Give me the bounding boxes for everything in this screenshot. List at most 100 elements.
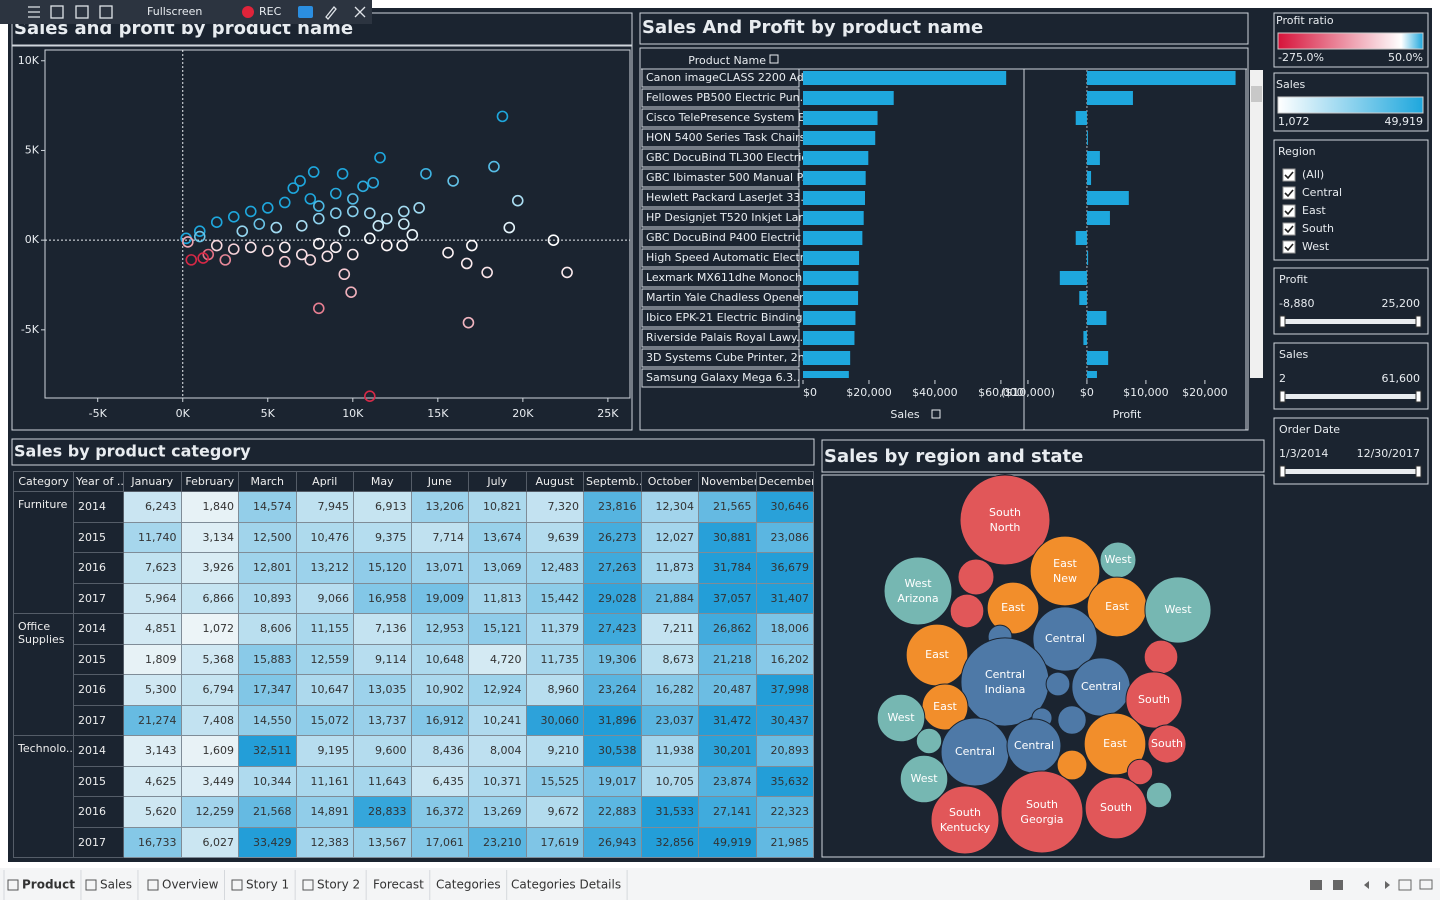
tab[interactable]: Product: [22, 878, 75, 892]
value-cell: 16,912: [410, 704, 469, 736]
scrollbar[interactable]: [1250, 70, 1263, 378]
x-tick-label: $40,000: [912, 386, 958, 399]
nav-icon[interactable]: [1419, 879, 1433, 890]
scatter-point: [496, 110, 509, 123]
nav-icon[interactable]: [1398, 879, 1412, 891]
row-label: High Speed Automatic Electr..: [646, 251, 810, 264]
checkbox[interactable]: [1282, 204, 1296, 218]
tabs: Product Sales Overview Story 1 Story 2 Foreca…: [3, 870, 628, 900]
value-cell: 5,368: [180, 643, 239, 675]
value-cell: 8,960: [525, 674, 584, 706]
bubble-label: West: [904, 577, 932, 590]
profit-bar: [1075, 111, 1087, 125]
filter-card: [1273, 417, 1429, 485]
filter-title: Region: [1278, 145, 1316, 158]
value-cell: 14,891: [295, 796, 354, 828]
table-row: 2015 4,625 3,449 10,344 11,161 11,643 6,435 10,…: [14, 765, 814, 797]
nav-icon[interactable]: [1310, 880, 1322, 890]
fullscreen-button[interactable]: Fullscreen: [147, 5, 202, 18]
tab[interactable]: Sales: [100, 878, 132, 892]
tab[interactable]: Story 1: [246, 878, 289, 892]
row-label-box: [641, 68, 800, 88]
value-cell: 10,371: [468, 765, 527, 797]
column-header: May: [353, 471, 412, 492]
bubble: [1000, 770, 1084, 854]
column-header: July: [468, 471, 527, 492]
scatter-point: [307, 166, 320, 178]
slider-handle[interactable]: [1279, 465, 1286, 478]
value-cell: 19,009: [410, 582, 469, 614]
bubble: [959, 474, 1051, 566]
value-cell: 13,269: [468, 796, 527, 828]
range-max: 25,200: [1382, 297, 1421, 310]
slider-handle[interactable]: [1415, 315, 1422, 328]
zoom-icon[interactable]: [75, 5, 89, 19]
close-icon[interactable]: [354, 6, 366, 18]
range-min: -8,880: [1279, 297, 1314, 310]
column-header: December: [755, 471, 814, 492]
sales-bar: [803, 271, 859, 285]
slider-handle[interactable]: [1279, 315, 1286, 328]
value-cell: 7,623: [123, 552, 182, 584]
value-cell: 9,639: [525, 521, 584, 553]
tab[interactable]: Categories: [436, 878, 501, 892]
slider-track: [1282, 319, 1420, 324]
scatter-point: [406, 228, 419, 241]
tab[interactable]: Overview: [162, 878, 219, 892]
column-header: November: [698, 471, 757, 492]
checkbox[interactable]: [1282, 168, 1296, 182]
nav-icon[interactable]: [1364, 881, 1369, 889]
bubble-label: South: [1138, 693, 1170, 706]
row-label: Riverside Palais Royal Lawy..: [646, 331, 803, 344]
profit-bar: [1086, 71, 1236, 85]
axis-title: Profit: [1113, 408, 1142, 421]
value-cell: 26,273: [583, 521, 642, 553]
select-icon[interactable]: [99, 5, 113, 19]
bubble-label: West: [887, 711, 915, 724]
bubble: [883, 556, 953, 626]
scatter-point: [304, 254, 317, 266]
fit-icon[interactable]: [50, 5, 64, 19]
tab[interactable]: Categories Details: [511, 878, 621, 892]
column-header: Category: [13, 471, 74, 492]
bubble: [986, 581, 1040, 635]
column-header: June: [410, 471, 469, 492]
scatter-point: [197, 252, 209, 264]
tab[interactable]: Forecast: [373, 878, 424, 892]
scatter-point: [193, 225, 206, 237]
slider-handle[interactable]: [1415, 465, 1422, 478]
nav-icon[interactable]: [1385, 881, 1390, 889]
rec-button[interactable]: REC: [259, 5, 282, 18]
table-row: Office Supplies 2014 4,851 1,072 8,606 11,155…: [13, 613, 814, 736]
bubble-label: South: [1100, 801, 1132, 814]
nav-icon[interactable]: [1333, 880, 1343, 890]
year-cell: 2016: [73, 552, 124, 584]
checkbox[interactable]: [1282, 222, 1296, 236]
column-header: March: [238, 471, 297, 492]
value-cell: 1,840: [180, 491, 239, 523]
filter-title: Sales: [1279, 348, 1309, 361]
slider-handle[interactable]: [1415, 390, 1422, 403]
year-cell: 2014: [73, 735, 124, 767]
slider-handle[interactable]: [1279, 390, 1286, 403]
scroll-thumb[interactable]: [1251, 86, 1262, 102]
camera-icon[interactable]: [298, 6, 313, 18]
checkbox[interactable]: [1282, 186, 1296, 200]
tab-bar: [0, 868, 1440, 900]
pen-icon[interactable]: [325, 6, 337, 20]
value-cell: 9,600: [353, 735, 412, 767]
value-cell: 14,574: [238, 491, 297, 523]
checkbox[interactable]: [1282, 240, 1296, 254]
value-cell: 13,206: [410, 491, 469, 523]
value-cell: 11,938: [640, 735, 699, 767]
value-cell: 26,862: [698, 613, 757, 645]
header-row: Category Year of .. January February March Ap…: [13, 471, 814, 492]
value-cell: 30,437: [755, 704, 814, 736]
scatter-point: [278, 196, 291, 209]
value-cell: 12,953: [410, 613, 469, 645]
value-cell: 30,881: [698, 521, 757, 553]
menu-icon[interactable]: [28, 6, 40, 18]
x-tick-label: $20,000: [846, 386, 892, 399]
row-label: HP Designjet T520 Inkjet Lar..: [646, 211, 809, 224]
tab[interactable]: Story 2: [317, 878, 360, 892]
